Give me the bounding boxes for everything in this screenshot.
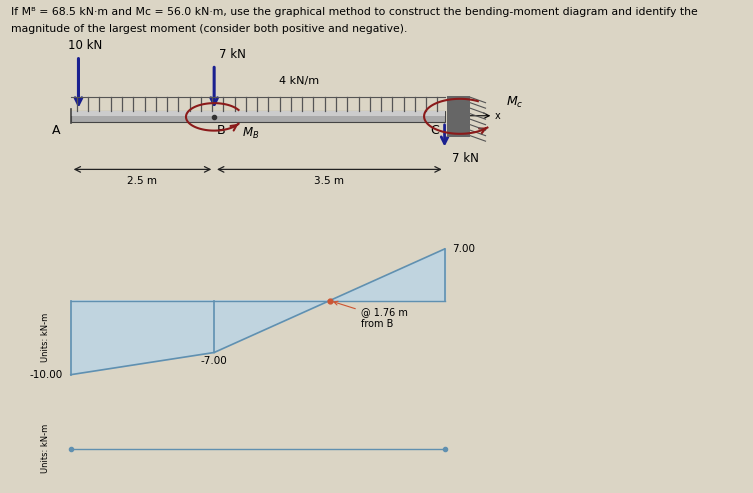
Polygon shape <box>71 301 214 375</box>
Polygon shape <box>214 301 330 352</box>
Text: -10.00: -10.00 <box>30 370 63 380</box>
Text: Units: kN-m: Units: kN-m <box>41 424 50 473</box>
Text: magnitude of the largest moment (consider both positive and negative).: magnitude of the largest moment (conside… <box>11 24 407 34</box>
Text: -7.00: -7.00 <box>201 356 227 366</box>
Text: 4 kN/m: 4 kN/m <box>279 76 319 86</box>
Text: 7 kN: 7 kN <box>219 48 246 61</box>
Text: Units: kN-m: Units: kN-m <box>41 313 50 362</box>
Text: @ 1.76 m
from B: @ 1.76 m from B <box>334 301 407 329</box>
Text: If Mᴮ = 68.5 kN·m and Mᴄ = 56.0 kN·m, use the graphical method to construct the : If Mᴮ = 68.5 kN·m and Mᴄ = 56.0 kN·m, us… <box>11 7 698 17</box>
Bar <box>71 111 444 116</box>
Text: 2.5 m: 2.5 m <box>127 176 157 186</box>
Text: C: C <box>431 124 440 138</box>
Text: 7.00: 7.00 <box>453 244 475 254</box>
Text: $M_B$: $M_B$ <box>242 126 260 141</box>
Text: B: B <box>217 124 225 138</box>
Bar <box>447 96 470 137</box>
Text: $M_c$: $M_c$ <box>506 95 523 110</box>
Text: x: x <box>494 111 500 121</box>
Bar <box>71 111 444 122</box>
Text: 10 kN: 10 kN <box>69 39 102 52</box>
Text: A: A <box>52 124 60 138</box>
Text: 7 kN: 7 kN <box>453 152 479 165</box>
Polygon shape <box>330 249 444 301</box>
Text: 3.5 m: 3.5 m <box>314 176 344 186</box>
